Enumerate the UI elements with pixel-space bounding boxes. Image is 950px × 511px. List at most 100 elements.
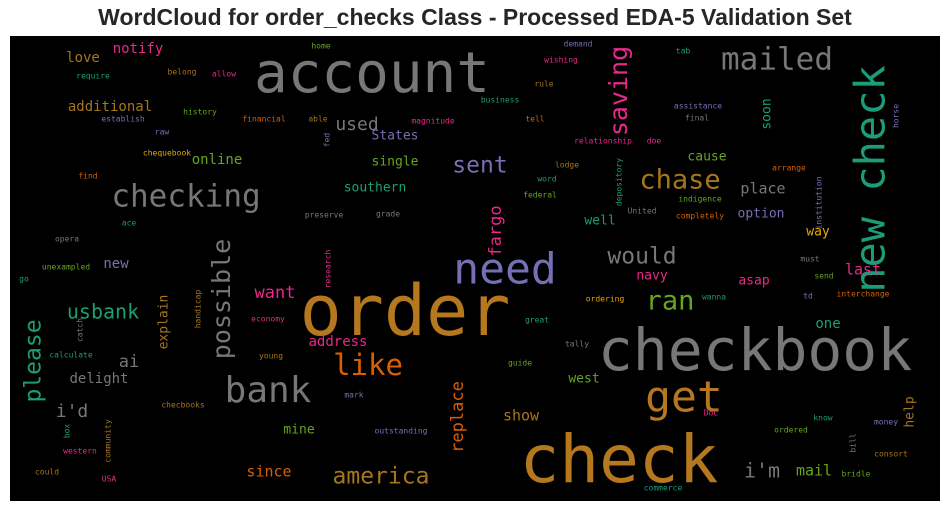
word-need: need [453, 245, 557, 295]
word-federal: federal [523, 191, 557, 200]
word-grade: grade [376, 210, 400, 219]
word-one: one [815, 316, 840, 332]
word-send: send [814, 272, 833, 281]
word-asap: asap [738, 274, 769, 289]
word-completely: completely [676, 212, 724, 221]
word-show: show [503, 407, 540, 425]
word-additional: additional [68, 99, 152, 115]
word-checkbook: checkbook [598, 316, 912, 384]
word-way: way [806, 225, 830, 240]
word-demand: demand [564, 40, 593, 49]
word-bill: bill [849, 433, 858, 452]
word-rule: rule [534, 80, 553, 89]
word-lodge: lodge [555, 161, 579, 170]
wordcloud-svg: order checkbook check account need new check g… [19, 40, 918, 499]
word-last: last [845, 261, 881, 279]
word-new-check: new check [846, 65, 895, 293]
word-single: single [372, 155, 419, 170]
word-find: find [78, 172, 97, 181]
word-word: word [537, 175, 556, 184]
word-depository: depository [615, 158, 624, 206]
word-account: account [254, 41, 490, 106]
word-love: love [66, 50, 100, 66]
word-west: west [568, 372, 599, 387]
word-must: must [800, 255, 819, 264]
word-wanna: wanna [702, 293, 726, 302]
word-research: research [324, 250, 333, 289]
word-usbank: usbank [67, 300, 139, 324]
word-possible: possible [207, 239, 236, 359]
word-unexampled: unexampled [42, 263, 90, 272]
word-outstanding: outstanding [375, 427, 428, 436]
word-calculate: calculate [49, 351, 93, 360]
word-america: america [333, 464, 430, 490]
word-option: option [738, 207, 785, 222]
word-magnitude: magnitude [411, 117, 455, 126]
word-able: able [308, 115, 327, 124]
chart-title: WordCloud for order_checks Class - Proce… [98, 4, 852, 30]
word-guide: guide [508, 359, 532, 368]
word-tally: tally [565, 340, 589, 349]
word-would: would [607, 244, 676, 270]
word-home: home [311, 42, 330, 51]
word-institution: institution [815, 176, 824, 229]
word-notify: notify [113, 41, 164, 57]
word-indigence: indigence [678, 195, 722, 204]
word-mine: mine [283, 423, 314, 438]
word-used: used [335, 114, 378, 135]
word-replace: replace [448, 381, 468, 453]
word-checbooks: checbooks [161, 401, 205, 410]
word-western: western [63, 447, 97, 456]
word-box: box [63, 424, 72, 439]
word-checking: checking [111, 179, 260, 215]
word-ordering: ordering [586, 295, 625, 304]
word-tell: tell [525, 115, 544, 124]
word-ai: ai [119, 352, 139, 372]
word-online: online [192, 152, 243, 168]
word-check: check [520, 421, 719, 498]
word-i-d: i'd [56, 401, 89, 422]
word-mark: mark [344, 391, 363, 400]
word-states: States [372, 129, 419, 144]
word-go: go [19, 275, 29, 284]
word-know: know [813, 414, 832, 423]
word-address: address [308, 334, 367, 350]
word-commerce: commerce [644, 484, 683, 493]
word-interchange: interchange [837, 290, 890, 299]
word-delight: delight [69, 371, 128, 387]
word-relationship: relationship [574, 137, 632, 146]
word-navy: navy [636, 269, 667, 284]
word-allow: allow [212, 70, 236, 79]
word-soon: soon [760, 98, 775, 129]
word-handicap: handicap [194, 290, 203, 329]
word-new: new [103, 256, 129, 272]
word-bank: bank [225, 370, 312, 411]
word-business: business [481, 96, 520, 105]
word-chequebook: chequebook [143, 149, 191, 158]
word-help: help [903, 396, 918, 427]
word-raw: raw [155, 128, 170, 137]
word-require: require [76, 72, 110, 81]
word-preserve: preserve [305, 211, 344, 220]
word-chase: chase [639, 165, 720, 196]
word-young: young [259, 352, 283, 361]
word-explain: explain [157, 295, 172, 350]
word-final: final [685, 114, 709, 123]
word-southern: southern [344, 181, 407, 196]
word-td: td [803, 292, 813, 301]
word-doe: doe [647, 137, 662, 146]
word-ran: ran [646, 286, 695, 317]
word-consort: consort [874, 450, 908, 459]
word-cause: cause [687, 150, 726, 165]
word-assistance: assistance [674, 102, 722, 111]
word-horse: horse [892, 104, 901, 128]
word-like: like [333, 348, 403, 382]
word-place: place [740, 180, 785, 198]
word-well: well [584, 214, 615, 229]
word-fargo: fargo [486, 205, 506, 256]
word-want: want [255, 283, 296, 303]
word-tab: tab [676, 47, 691, 56]
word-sent: sent [452, 153, 507, 179]
word-usa: USA [102, 475, 117, 484]
word-wishing: wishing [544, 56, 578, 65]
